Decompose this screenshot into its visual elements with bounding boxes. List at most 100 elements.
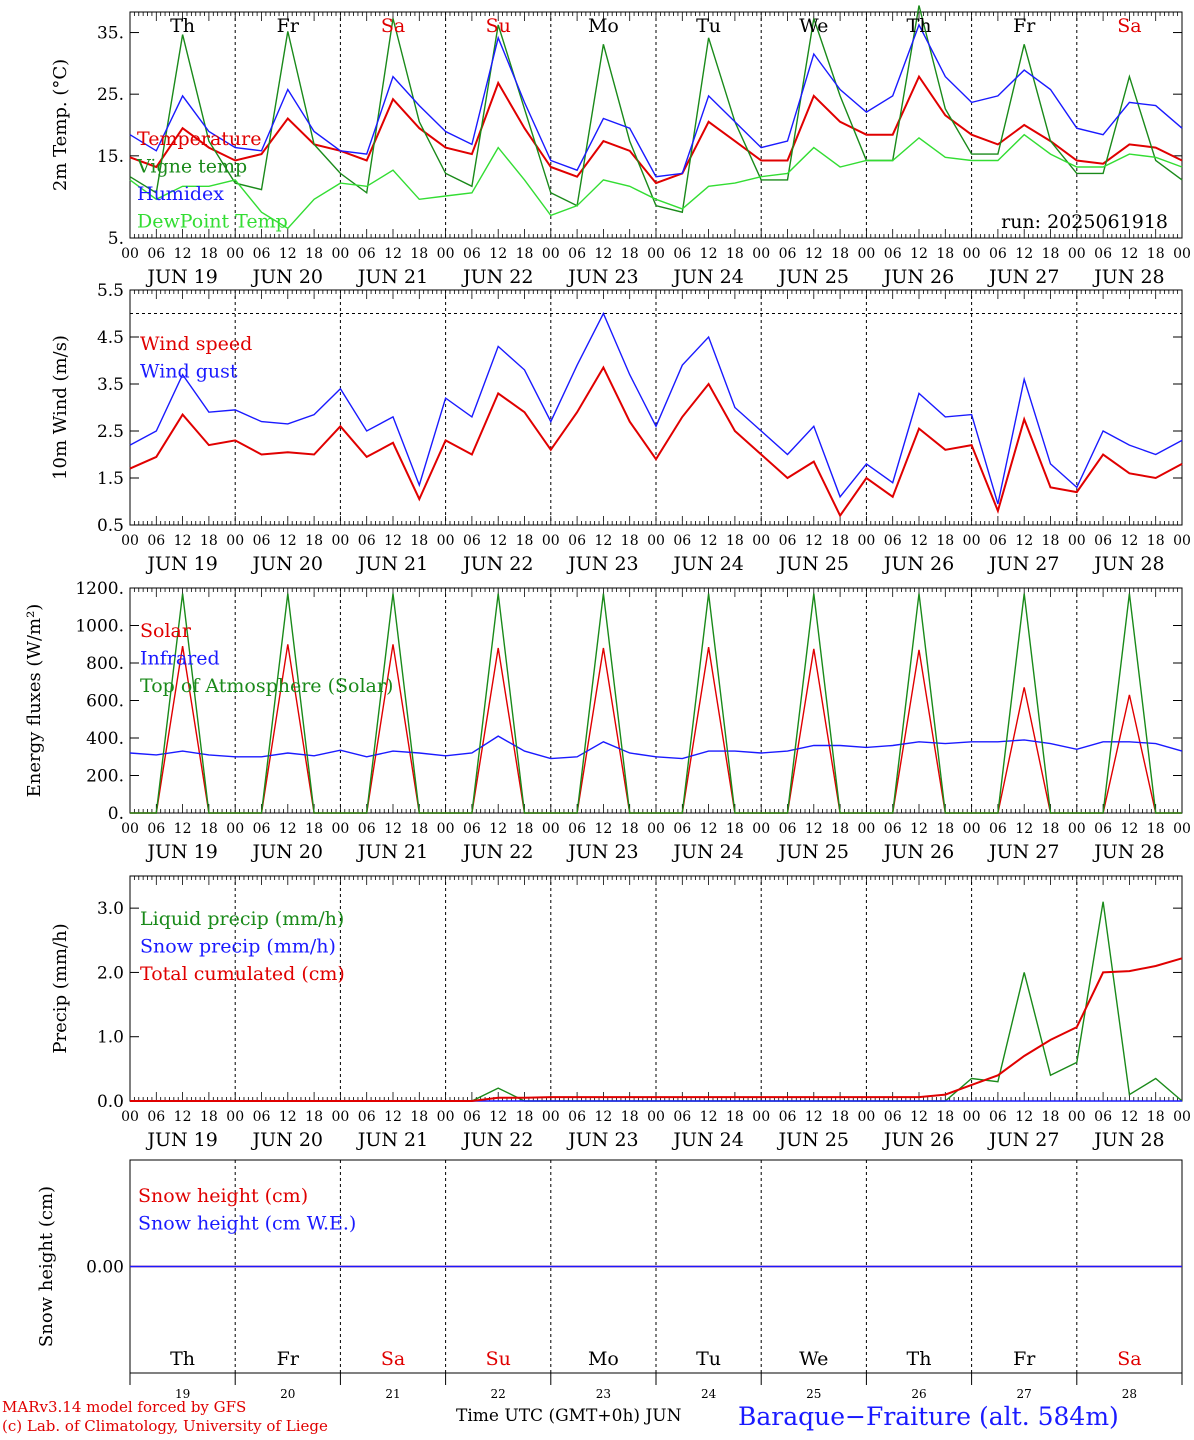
- hour-label: 06: [147, 246, 165, 262]
- legend-entry: Snow height (cm W.E.): [138, 1213, 356, 1235]
- y-tick-label: 25.: [97, 85, 124, 105]
- hour-label: 12: [174, 821, 192, 837]
- weekday-label: Tu: [696, 15, 721, 37]
- day-number-label: 24: [701, 1387, 717, 1401]
- hour-label: 00: [331, 533, 349, 549]
- series-line-humidex: [129, 23, 1183, 178]
- hour-label: 06: [989, 1109, 1007, 1125]
- day-number-label: 23: [596, 1387, 611, 1401]
- hour-label: 06: [884, 1109, 902, 1125]
- hour-label: 12: [489, 1109, 507, 1125]
- hour-label: 12: [910, 1109, 928, 1125]
- weekday-label: Fr: [277, 1348, 300, 1370]
- y-tick-label: 15.: [97, 147, 124, 167]
- hour-label: 00: [963, 821, 981, 837]
- y-axis-label: 10m Wind (m/s): [50, 335, 71, 480]
- date-label: JUN 20: [251, 553, 323, 575]
- y-tick-label: 1.0: [97, 1028, 124, 1048]
- series-line-vigne-temp: [129, 5, 1183, 214]
- plot-frame: [129, 587, 1183, 814]
- hour-label: 18: [200, 533, 218, 549]
- day-number-label: 20: [280, 1387, 295, 1401]
- legend-entry: Snow precip (mm/h): [140, 936, 336, 958]
- legend-entry: Vigne temp: [136, 156, 247, 178]
- hour-label: 06: [1094, 246, 1112, 262]
- hour-label: 12: [384, 246, 402, 262]
- hour-label: 06: [147, 533, 165, 549]
- time-axis-text: Time UTC (GMT+0h): [456, 1406, 641, 1426]
- hour-label: 00: [857, 1109, 875, 1125]
- weekday-label: Sa: [381, 1348, 405, 1370]
- hour-label: 18: [936, 821, 954, 837]
- hour-label: 06: [253, 821, 271, 837]
- hour-label: 18: [305, 246, 323, 262]
- hour-label: 00: [857, 246, 875, 262]
- y-tick-label: 200.: [86, 767, 124, 787]
- hour-label: 18: [200, 821, 218, 837]
- y-tick-label: 1.5: [97, 469, 124, 489]
- hour-label: 12: [489, 533, 507, 549]
- hour-label: 18: [1147, 1109, 1165, 1125]
- date-label: JUN 24: [671, 1129, 743, 1151]
- hour-label: 18: [831, 533, 849, 549]
- date-label: JUN 25: [777, 553, 849, 575]
- hour-label: 12: [1120, 1109, 1138, 1125]
- hour-label: 06: [358, 821, 376, 837]
- weekday-label: Fr: [1013, 1348, 1036, 1370]
- hour-label: 18: [936, 246, 954, 262]
- hour-label: 18: [200, 246, 218, 262]
- hour-label: 06: [779, 1109, 797, 1125]
- y-tick-label: 4.5: [97, 328, 124, 348]
- hour-label: 12: [1015, 821, 1033, 837]
- weekday-label: Tu: [696, 1348, 721, 1370]
- hour-label: 00: [857, 533, 875, 549]
- date-label: JUN 19: [145, 1129, 217, 1151]
- hour-label: 06: [673, 821, 691, 837]
- hour-label: 18: [516, 821, 534, 837]
- date-label: JUN 27: [987, 1129, 1059, 1151]
- hour-label: 00: [1173, 1109, 1191, 1125]
- hour-label: 18: [1147, 533, 1165, 549]
- hour-label: 12: [1015, 533, 1033, 549]
- hour-label: 00: [226, 246, 244, 262]
- hour-label: 00: [1173, 533, 1191, 549]
- hour-label: 18: [726, 821, 744, 837]
- hour-label: 00: [647, 533, 665, 549]
- hour-label: 00: [226, 821, 244, 837]
- weekday-label: Th: [907, 1348, 932, 1370]
- hour-label: 00: [331, 246, 349, 262]
- hour-label: 00: [1068, 246, 1086, 262]
- hour-label: 06: [463, 1109, 481, 1125]
- y-tick-label: 800.: [86, 654, 124, 674]
- hour-label: 12: [279, 1109, 297, 1125]
- hour-label: 06: [568, 246, 586, 262]
- hour-label: 12: [174, 1109, 192, 1125]
- date-label: JUN 25: [777, 841, 849, 863]
- weekday-label: Th: [170, 15, 195, 37]
- y-tick-label: 400.: [86, 729, 124, 749]
- hour-label: 00: [542, 821, 560, 837]
- series-line-total-cumulated-cm-: [130, 957, 1183, 1102]
- hour-label: 06: [1094, 1109, 1112, 1125]
- hour-label: 06: [989, 533, 1007, 549]
- series-line-top-of-atmosphere-solar-: [130, 593, 1182, 814]
- hour-label: 00: [542, 246, 560, 262]
- hour-label: 18: [1147, 246, 1165, 262]
- weekday-label: We: [799, 15, 828, 37]
- date-label: JUN 20: [251, 1129, 323, 1151]
- panel-5: 0.00 Snow height (cm) Snow height (cm) Snow…: [36, 1159, 1183, 1401]
- date-label: JUN 21: [356, 841, 428, 863]
- model-credit: MARv3.14 model forced by GFS: [2, 1398, 247, 1416]
- date-label: JUN 27: [987, 266, 1059, 288]
- hour-label: 00: [1068, 533, 1086, 549]
- y-tick-label: 5.: [108, 229, 124, 249]
- date-label: JUN 21: [356, 1129, 428, 1151]
- hour-label: 12: [910, 533, 928, 549]
- hour-label: 06: [253, 533, 271, 549]
- y-tick-label: 0.5: [97, 516, 124, 536]
- lab-credit: (c) Lab. of Climatology, University of L…: [2, 1417, 328, 1435]
- date-label: JUN 26: [882, 266, 954, 288]
- date-label: JUN 23: [566, 553, 638, 575]
- day-number-label: 22: [491, 1387, 506, 1401]
